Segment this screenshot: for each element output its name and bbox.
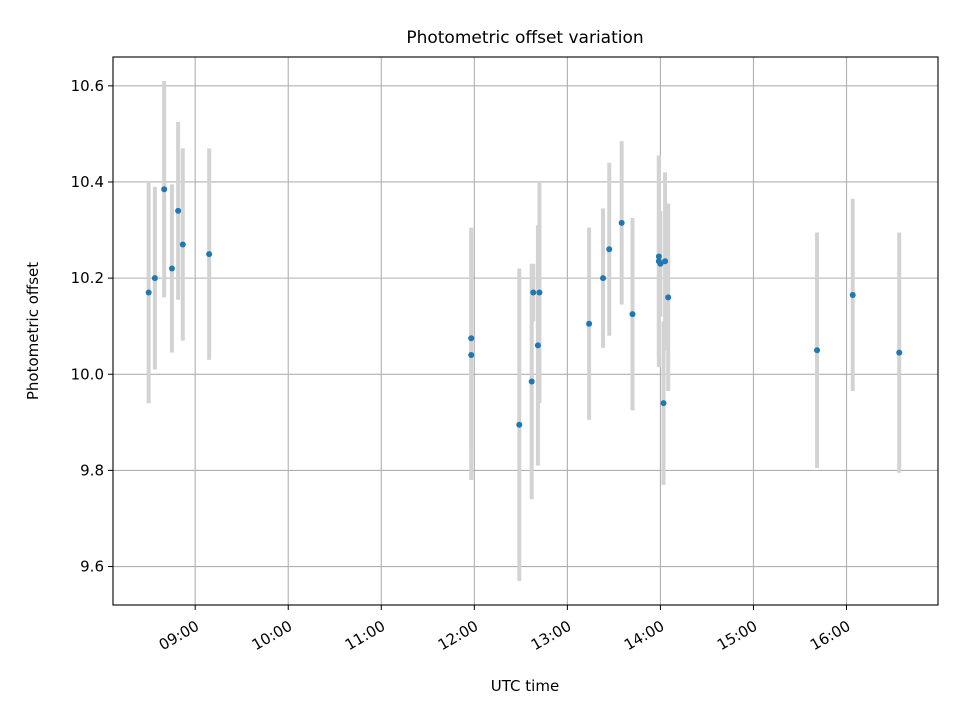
data-point	[468, 335, 475, 342]
data-points	[145, 186, 903, 428]
data-point	[849, 291, 856, 298]
data-point	[606, 246, 613, 253]
data-point	[179, 241, 186, 248]
data-point	[206, 251, 213, 258]
x-tick-label: 09:00	[156, 617, 202, 654]
x-tick-label: 10:00	[249, 617, 295, 654]
data-point	[618, 219, 625, 226]
data-point	[528, 378, 535, 385]
x-tick-label: 11:00	[342, 617, 388, 654]
data-point	[161, 186, 168, 193]
y-tick-label: 10.2	[71, 269, 104, 287]
y-tick-label: 9.6	[80, 558, 104, 576]
data-point	[660, 400, 667, 407]
data-point	[468, 352, 475, 359]
y-tick-label: 10.6	[71, 77, 104, 95]
data-point	[600, 275, 607, 282]
data-point	[586, 320, 593, 327]
data-point	[665, 294, 672, 301]
grid	[113, 57, 938, 605]
data-point	[145, 289, 152, 296]
y-axis-label: Photometric offset	[24, 262, 42, 400]
plot-frame	[112, 56, 939, 606]
data-point	[814, 347, 821, 354]
data-point	[534, 342, 541, 349]
data-point	[151, 275, 158, 282]
y-axis-ticks: 9.6 9.8 10.0 10.2 10.4 10.6	[71, 77, 113, 576]
x-axis-label: UTC time	[491, 677, 559, 695]
y-tick-label: 10.4	[71, 173, 104, 191]
y-tick-label: 9.8	[80, 461, 104, 479]
data-point	[657, 260, 664, 267]
x-tick-label: 15:00	[714, 617, 760, 654]
data-point	[175, 207, 182, 214]
x-tick-label: 16:00	[807, 617, 853, 654]
x-tick-label: 13:00	[528, 617, 574, 654]
data-point	[516, 421, 523, 428]
x-tick-label: 14:00	[621, 617, 667, 654]
x-tick-label: 12:00	[435, 617, 481, 654]
data-point	[896, 349, 903, 356]
chart-title: Photometric offset variation	[406, 28, 643, 48]
data-point	[655, 253, 662, 260]
error-bars	[146, 81, 902, 581]
data-point	[530, 289, 537, 296]
data-point	[168, 265, 175, 272]
data-point	[536, 289, 543, 296]
data-point	[662, 258, 669, 265]
x-axis-ticks: 09:00 10:00 11:00 12:00 13:00 14:00 15:00 16:00	[156, 605, 854, 654]
data-point	[629, 311, 636, 318]
y-tick-label: 10.0	[71, 365, 104, 383]
